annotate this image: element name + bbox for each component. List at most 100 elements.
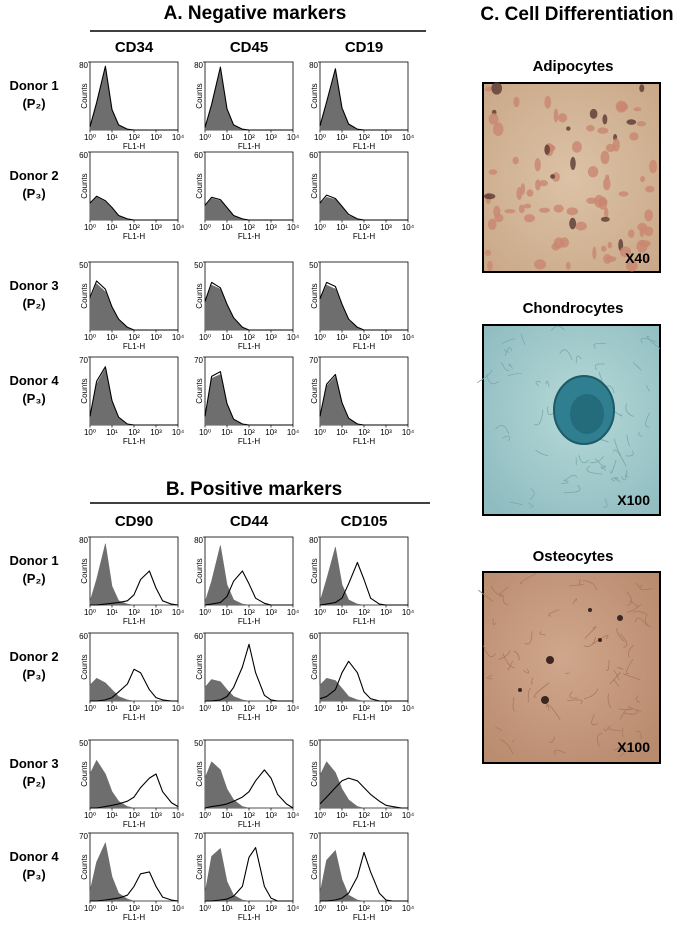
cell — [575, 221, 587, 231]
cell — [571, 141, 582, 153]
cell — [589, 108, 598, 119]
cell — [600, 150, 610, 165]
fiber — [504, 347, 513, 357]
fiber — [502, 338, 516, 344]
y-axis-label: Counts — [195, 283, 204, 308]
x-tick-label: 10¹ — [336, 811, 348, 820]
histogram-line — [319, 777, 408, 809]
cell — [516, 186, 523, 200]
x-tick-label: 10⁰ — [314, 811, 326, 820]
fiber — [595, 363, 605, 371]
y-axis-label: Counts — [310, 378, 319, 403]
fiber — [490, 585, 503, 596]
histogram-area — [319, 71, 409, 131]
row-label: (P₃) — [22, 867, 45, 882]
y-tick-label: 60 — [309, 151, 318, 160]
fiber — [625, 403, 634, 417]
fiber — [638, 431, 643, 437]
x-tick-label: 10⁰ — [199, 223, 211, 232]
cell — [544, 95, 552, 109]
histogram-area — [89, 543, 179, 606]
y-axis-label: Counts — [310, 654, 319, 679]
fiber — [486, 675, 493, 680]
histogram-line — [205, 643, 293, 702]
fiber — [502, 595, 509, 606]
x-tick-label: 10¹ — [221, 904, 233, 913]
x-tick-label: 10³ — [380, 133, 392, 142]
x-tick-label: 10³ — [380, 223, 392, 232]
x-tick-label: 10³ — [150, 428, 162, 437]
fiber — [498, 650, 511, 661]
fiber — [559, 349, 573, 361]
fiber — [626, 591, 633, 606]
cell — [602, 114, 608, 125]
photo — [482, 82, 661, 273]
x-tick-label: 10¹ — [106, 904, 118, 913]
fiber — [511, 739, 515, 743]
fiber — [508, 372, 523, 376]
row-label: (P₃) — [22, 186, 45, 201]
fiber — [623, 673, 641, 681]
cell — [492, 122, 504, 137]
fiber — [533, 682, 550, 698]
magnification: X100 — [617, 739, 650, 755]
fiber — [619, 746, 629, 757]
y-tick-label: 50 — [309, 739, 318, 748]
histogram-area — [319, 678, 409, 702]
histogram-area — [89, 197, 179, 221]
histogram-area — [319, 546, 409, 606]
x-tick-label: 10¹ — [336, 223, 348, 232]
x-tick-label: 10⁴ — [402, 428, 415, 437]
y-tick-label: 50 — [79, 739, 88, 748]
fiber — [530, 488, 535, 500]
x-axis-label: FL1-H — [353, 342, 375, 351]
fiber — [483, 645, 496, 658]
cell — [534, 259, 547, 270]
fiber — [605, 659, 610, 671]
y-tick-label: 80 — [309, 61, 318, 70]
deposit — [518, 688, 522, 692]
deposit — [598, 638, 602, 642]
column-header: CD105 — [341, 513, 388, 530]
histogram-area — [89, 68, 179, 131]
fiber — [609, 672, 621, 685]
x-tick-label: 10¹ — [106, 704, 118, 713]
y-tick-label: 50 — [194, 739, 203, 748]
x-tick-label: 10³ — [265, 704, 277, 713]
y-tick-label: 70 — [194, 356, 203, 365]
y-tick-label: 80 — [79, 61, 88, 70]
x-tick-label: 10¹ — [336, 608, 348, 617]
fiber — [625, 658, 634, 675]
fiber — [507, 660, 513, 671]
x-tick-label: 10⁴ — [172, 428, 185, 437]
histogram-area — [319, 197, 409, 221]
y-tick-label: 60 — [309, 632, 318, 641]
x-tick-label: 10² — [243, 811, 255, 820]
cell — [483, 193, 496, 200]
x-tick-label: 10⁴ — [402, 811, 415, 820]
histogram-area — [204, 198, 294, 221]
fiber — [596, 733, 603, 747]
x-axis-label: FL1-H — [238, 437, 260, 446]
x-axis-label: FL1-H — [123, 713, 145, 722]
x-tick-label: 10⁴ — [172, 223, 185, 232]
histogram-line — [90, 668, 178, 702]
x-tick-label: 10² — [128, 333, 140, 342]
x-axis-label: FL1-H — [238, 913, 260, 922]
fiber — [535, 381, 541, 387]
cell — [600, 216, 610, 222]
y-tick-label: 80 — [194, 536, 203, 545]
fiber — [635, 582, 641, 589]
row-label: (P₃) — [22, 667, 45, 682]
y-axis-label: Counts — [80, 854, 89, 879]
fiber — [583, 637, 597, 647]
histogram-area — [89, 283, 179, 331]
cell — [592, 246, 597, 260]
cell — [513, 96, 520, 108]
row-label: Donor 4 — [9, 373, 59, 388]
y-axis-label: Counts — [195, 761, 204, 786]
x-tick-label: 10³ — [380, 333, 392, 342]
fiber — [495, 425, 510, 435]
x-tick-label: 10¹ — [221, 704, 233, 713]
x-tick-label: 10⁰ — [84, 704, 96, 713]
